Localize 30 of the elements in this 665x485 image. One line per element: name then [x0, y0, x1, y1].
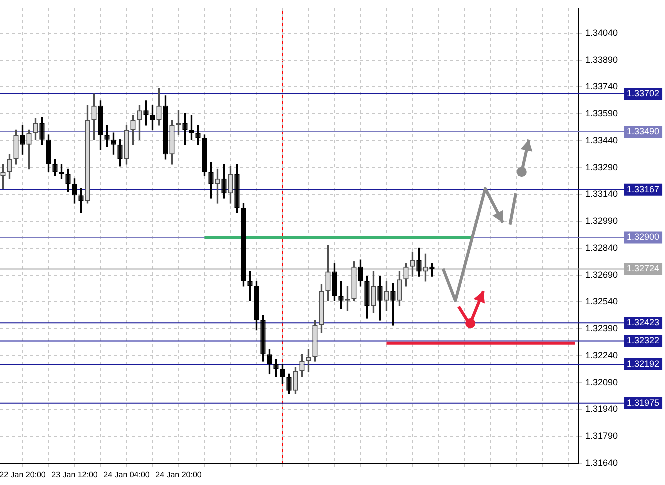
y-tick-label: 1.32240: [585, 350, 618, 360]
y-tick-label: 1.33440: [585, 135, 618, 146]
x-tick-label: 23 Jan 12:00: [52, 470, 98, 480]
ref-line-label: 1.33490: [627, 126, 660, 136]
y-tick-label: 1.33140: [585, 189, 618, 200]
y-tick-label: 1.34040: [585, 28, 618, 38]
y-tick-label: 1.32090: [585, 377, 618, 388]
ref-line-label: 1.32423: [627, 318, 660, 328]
y-tick-label: 1.33290: [585, 162, 618, 172]
ref-line-label: 1.33167: [627, 184, 660, 194]
y-tick-label: 1.33890: [585, 54, 618, 65]
ref-line-label: 1.32900: [627, 232, 660, 242]
ref-line-label: 1.33702: [627, 88, 660, 99]
y-tick-label: 1.32840: [585, 242, 618, 253]
ref-line-label: 1.31975: [627, 398, 660, 408]
y-tick-label: 1.32540: [585, 296, 618, 307]
x-tick-label: 22 Jan 20:00: [0, 470, 46, 480]
y-tick-label: 1.31790: [585, 431, 618, 442]
y-tick-label: 1.32390: [585, 324, 618, 334]
ref-line-label: 1.32192: [627, 359, 660, 369]
x-tick-label: 24 Jan 20:00: [156, 470, 202, 480]
y-tick-label: 1.33740: [585, 82, 618, 92]
y-tick-label: 1.31940: [585, 404, 618, 414]
y-tick-label: 1.32690: [585, 270, 618, 280]
y-tick-label: 1.33590: [585, 108, 618, 119]
ref-line-label: 1.32322: [627, 336, 660, 346]
ref-line-label: 1.32724: [627, 264, 660, 274]
y-tick-label: 1.31640: [585, 458, 618, 468]
y-tick-label: 1.32990: [585, 216, 618, 226]
x-tick-label: 24 Jan 04:00: [104, 470, 150, 480]
